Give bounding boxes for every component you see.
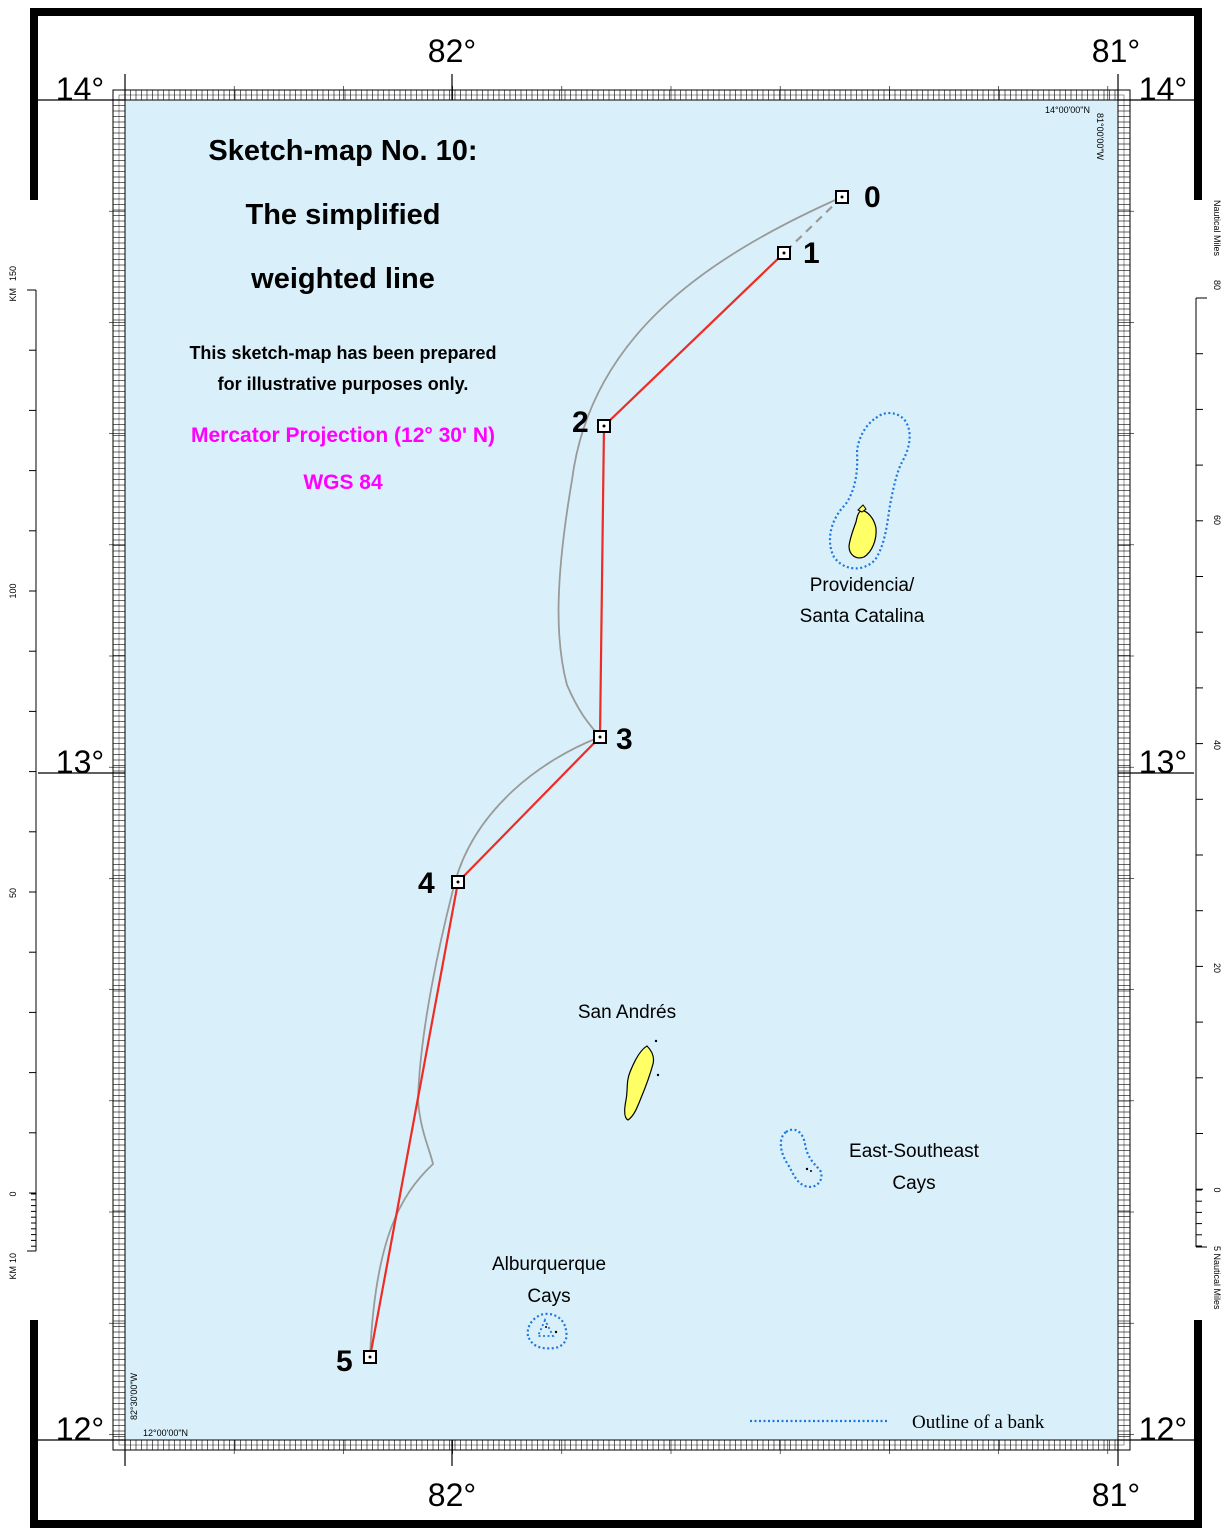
ese-cays-islets <box>805 1167 812 1172</box>
ese-cays-bank-outline <box>779 1128 823 1188</box>
km-scale-label-10: 10 <box>8 1253 18 1263</box>
corner-lon-bottom-left: 82°30'00"W <box>129 1372 139 1420</box>
alburquerque-label-line-2: Cays <box>527 1286 570 1307</box>
lat-label-right-13: 13° <box>1139 744 1187 780</box>
lon-label-top-81: 81° <box>1092 33 1140 69</box>
km-scale-label-150: 150 <box>8 266 18 281</box>
sea-area <box>125 100 1118 1440</box>
point-0-label: 0 <box>864 181 881 214</box>
nm-scale-label-40: 40 <box>1212 740 1222 750</box>
point-1-label: 1 <box>803 237 820 270</box>
nm-scale-unit-top: Nautical Miles <box>1212 200 1222 257</box>
lat-label-right-12: 12° <box>1139 1411 1187 1447</box>
nm-scale-unit-bottom: 5 Nautical Miles <box>1212 1246 1222 1310</box>
point-4-label: 4 <box>418 867 435 900</box>
map-title-line-3: weighted line <box>250 263 435 295</box>
projection-label: Mercator Projection (12° 30' N) <box>191 424 495 447</box>
providencia-island <box>848 509 877 559</box>
alburquerque-label-line-1: Alburquerque <box>492 1254 606 1275</box>
lat-label-left-14: 14° <box>56 71 104 107</box>
legend-bank-label: Outline of a bank <box>912 1412 1045 1433</box>
nm-scale-label-60: 60 <box>1212 515 1222 525</box>
nm-scale-bar <box>1195 297 1207 1248</box>
lon-label-bottom-81: 81° <box>1092 1477 1140 1513</box>
corner-lon-top-right: 81°00'00"W <box>1095 113 1105 161</box>
corner-lat-bottom-left: 12°00'00"N <box>143 1428 188 1438</box>
corner-lat-top-right: 14°00'00"N <box>1045 105 1090 115</box>
point-3-label: 3 <box>616 723 633 756</box>
km-scale-bar <box>27 289 37 1252</box>
lat-label-left-12: 12° <box>56 1411 104 1447</box>
graticule-ticks <box>38 74 1194 1466</box>
km-scale-label-50: 50 <box>8 888 18 898</box>
km-scale-unit-top: KM <box>8 288 18 302</box>
providencia-bank-outline <box>828 412 911 570</box>
ese-cays-label-line-1: East-Southeast <box>849 1141 980 1162</box>
map-title-line-1: Sketch-map No. 10: <box>208 135 477 167</box>
san-andres-label: San Andrés <box>578 1002 676 1023</box>
providencia-label-line-1: Providencia/ <box>810 575 915 596</box>
san-andres-islets <box>654 1039 660 1077</box>
point-2-label: 2 <box>572 406 589 439</box>
km-scale-label-100: 100 <box>8 583 18 598</box>
reference-curve <box>369 196 843 1358</box>
lat-label-left-13: 13° <box>56 744 104 780</box>
lon-label-bottom-82: 82° <box>428 1477 476 1513</box>
providencia-label-line-2: Santa Catalina <box>800 606 925 627</box>
alburquerque-inner-outline <box>536 1317 555 1337</box>
santa-catalina-islet <box>857 504 867 513</box>
notice-line-2: for illustrative purposes only. <box>218 374 469 394</box>
san-andres-island <box>624 1045 655 1121</box>
nm-scale-label-20: 20 <box>1212 963 1222 973</box>
km-scale-label-0: 0 <box>8 1191 18 1196</box>
neatline-ticks <box>109 86 1134 1454</box>
nm-scale-label-0: 0 <box>1212 1187 1222 1192</box>
lat-label-right-14: 14° <box>1139 71 1187 107</box>
nm-scale-label-80: 80 <box>1212 280 1222 290</box>
point-5-label: 5 <box>336 1345 353 1378</box>
alburquerque-islets <box>545 1326 558 1334</box>
datum-label: WGS 84 <box>303 471 383 494</box>
map-title-line-2: The simplified <box>246 199 441 231</box>
km-scale-unit-bottom: KM <box>8 1266 18 1280</box>
map-frame-brackets <box>30 8 1202 1528</box>
turning-point-dots <box>368 195 844 1359</box>
alburquerque-bank-outline <box>526 1312 568 1350</box>
notice-line-1: This sketch-map has been prepared <box>189 343 496 363</box>
lon-label-top-82: 82° <box>428 33 476 69</box>
neatline-border <box>112 89 1131 1451</box>
ese-cays-label-line-2: Cays <box>892 1173 935 1194</box>
